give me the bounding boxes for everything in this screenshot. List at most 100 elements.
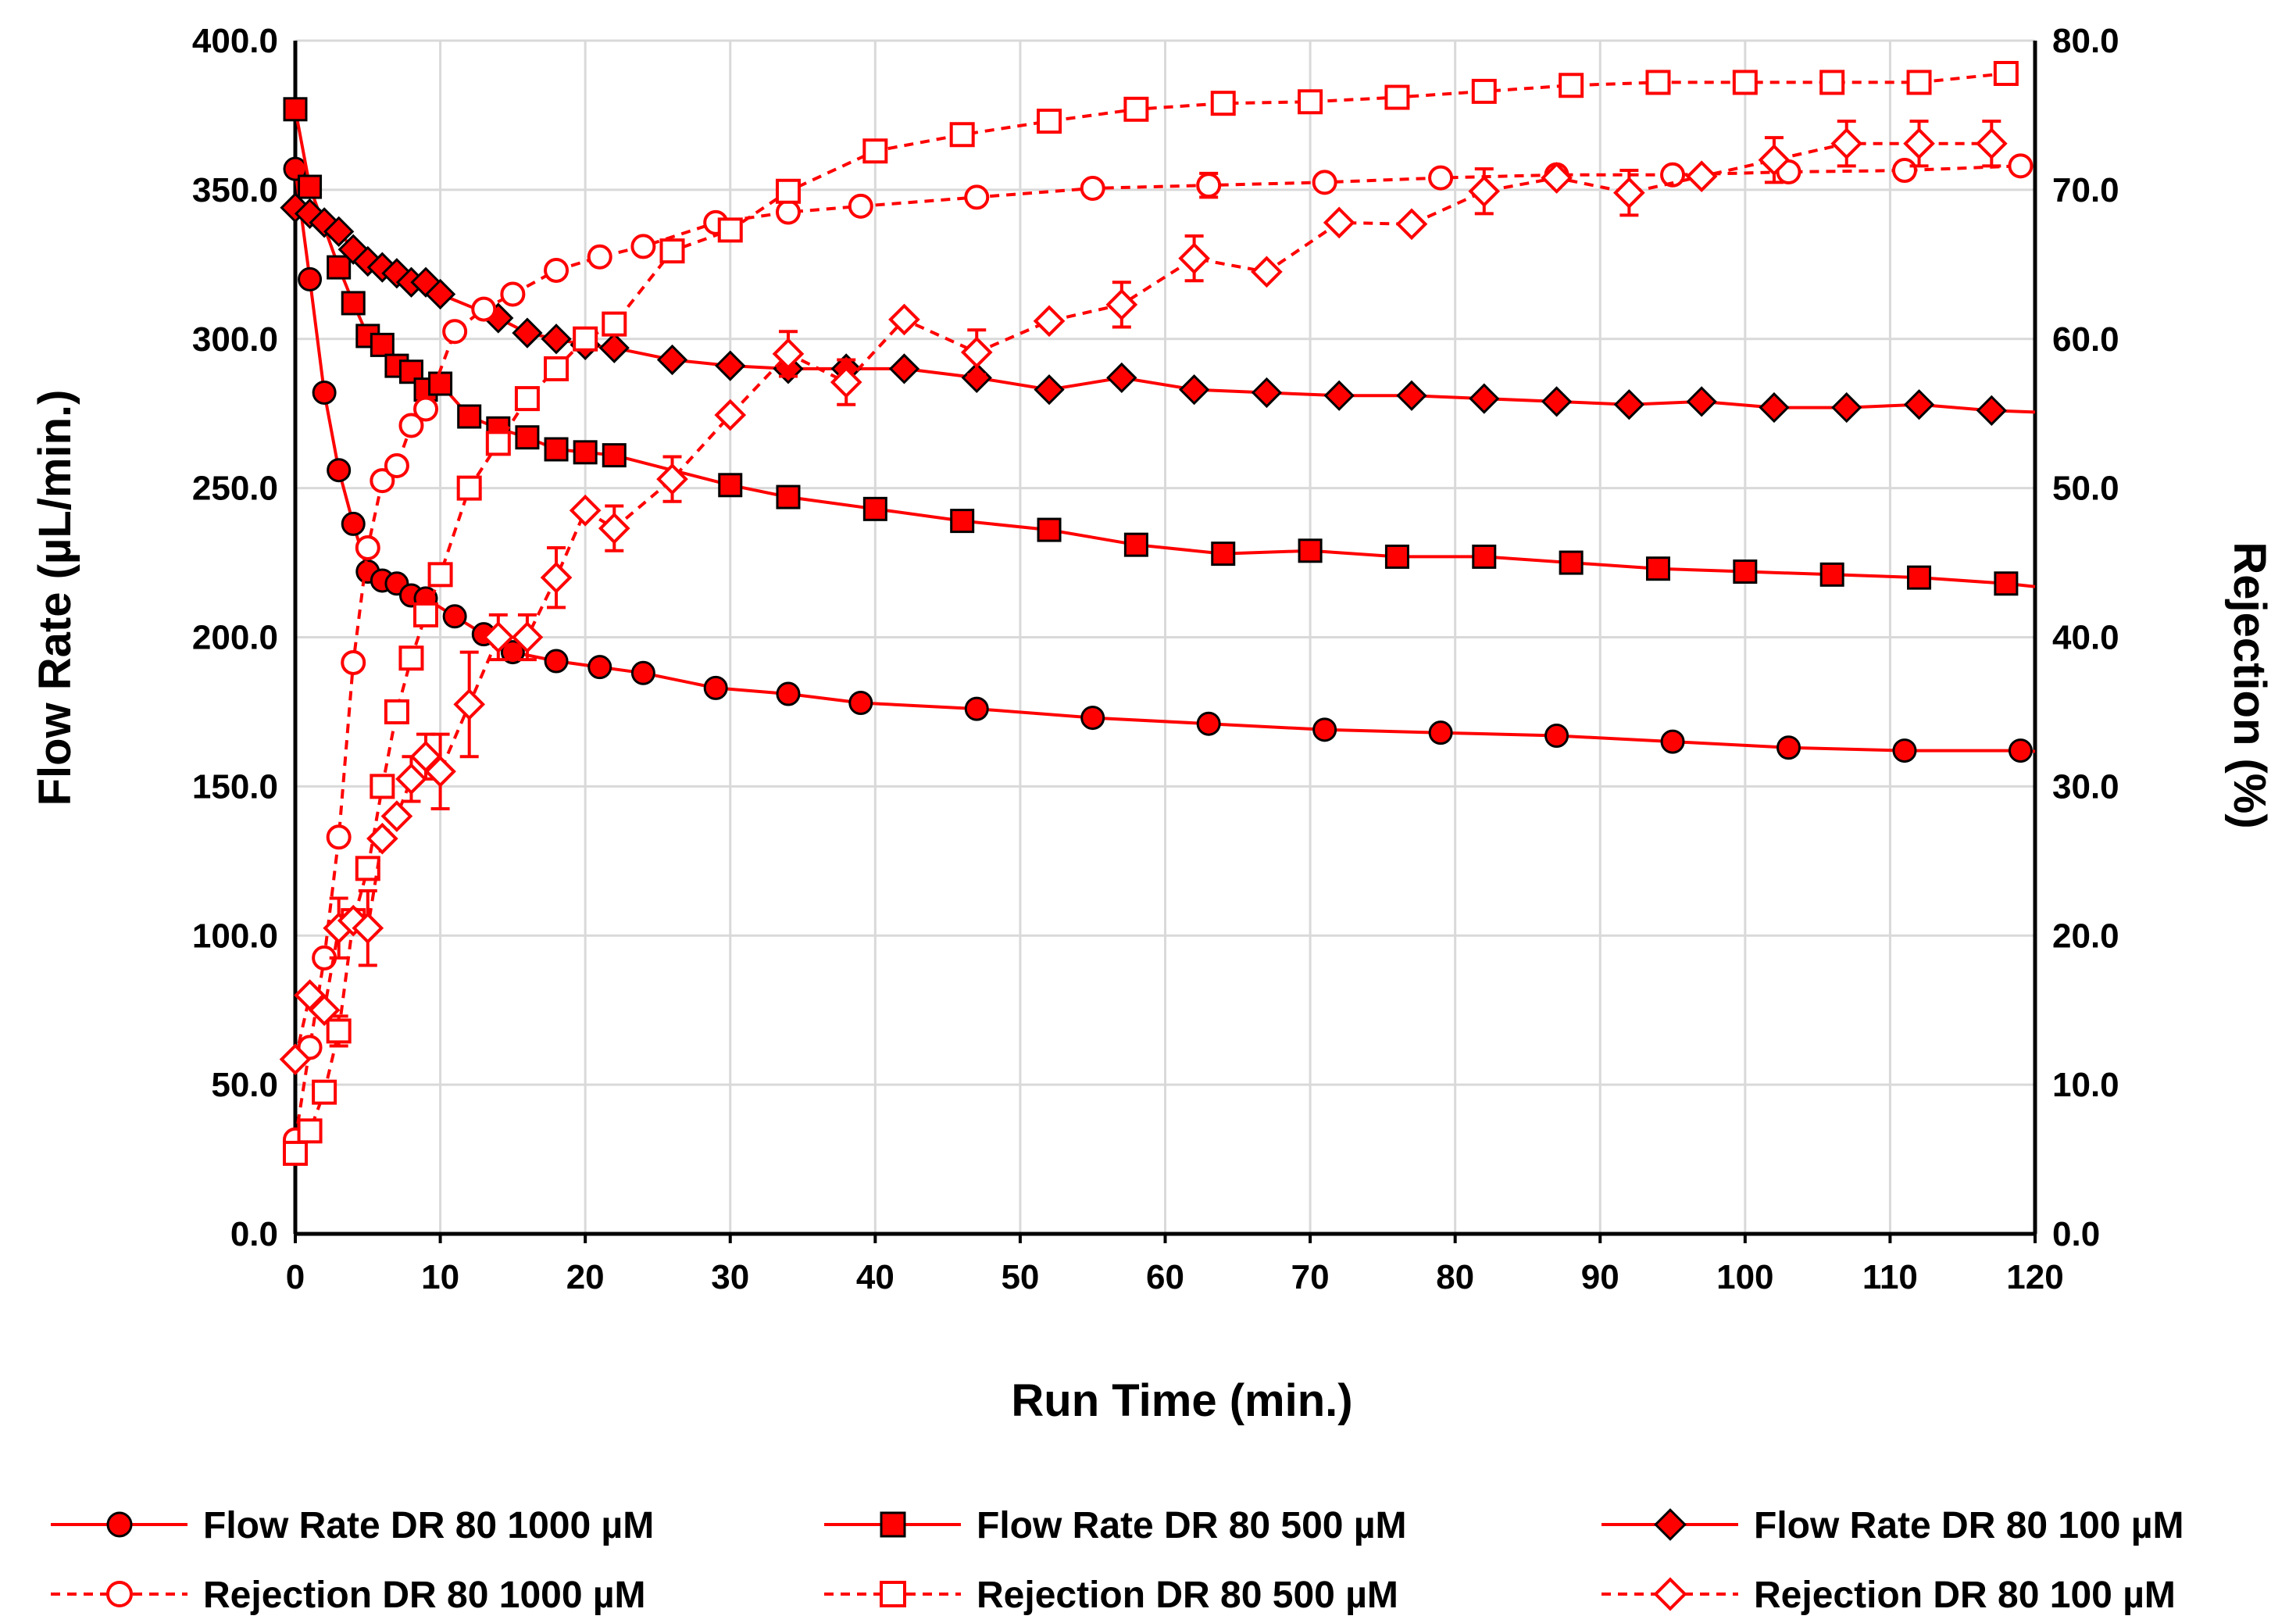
legend-item: Rejection DR 80 500 µM <box>824 1575 1398 1616</box>
legend-marker <box>1653 1577 1687 1611</box>
data-point <box>1613 389 1644 420</box>
data-point <box>541 324 572 355</box>
data-point <box>312 1079 337 1105</box>
data-point <box>598 332 630 363</box>
data-point <box>442 604 467 629</box>
data-point <box>960 336 993 369</box>
data-point <box>352 912 384 945</box>
data-point <box>1541 162 1573 194</box>
data-point <box>471 296 497 322</box>
data-point <box>398 413 424 438</box>
legend-marker <box>106 1511 133 1538</box>
data-point <box>587 655 612 680</box>
y-right-tick-label: 70.0 <box>2052 171 2119 209</box>
data-point <box>283 1140 308 1166</box>
gridlines <box>294 39 2037 1235</box>
y-left-tick-label: 100.0 <box>192 917 278 955</box>
x-tick-label: 50 <box>1001 1258 1039 1296</box>
data-point <box>482 621 515 653</box>
data-point <box>485 431 511 456</box>
data-point <box>298 174 323 199</box>
data-point <box>283 97 308 122</box>
legend-item: Flow Rate DR 80 1000 µM <box>51 1505 654 1546</box>
x-tick-label: 20 <box>566 1258 605 1296</box>
data-point <box>427 562 453 588</box>
data-point <box>453 688 486 720</box>
data-point <box>888 303 920 336</box>
data-point <box>1428 165 1454 191</box>
legend-label: Rejection DR 80 100 µM <box>1754 1575 2176 1616</box>
legend-label: Rejection DR 80 1000 µM <box>203 1575 646 1616</box>
y-left-tick-label: 50.0 <box>211 1066 278 1104</box>
data-point <box>1776 735 1801 760</box>
data-point <box>500 281 526 307</box>
data-point <box>1660 162 1686 188</box>
y-right-tick-label: 60.0 <box>2052 320 2119 359</box>
data-point <box>630 234 656 259</box>
y-right-tick-label: 80.0 <box>2052 22 2119 60</box>
data-point <box>512 317 543 349</box>
data-point <box>715 350 746 381</box>
data-point <box>384 699 409 724</box>
series-line <box>294 164 2021 1141</box>
data-point <box>714 399 747 431</box>
y-right-tick-label: 30.0 <box>2052 767 2119 806</box>
data-point <box>1994 571 2019 596</box>
legend-marker <box>880 1511 906 1538</box>
data-point <box>544 356 570 381</box>
data-point <box>1080 175 1105 201</box>
data-point <box>1759 391 1790 424</box>
legend-item: Rejection DR 80 1000 µM <box>51 1575 646 1616</box>
data-point <box>1105 288 1138 321</box>
legend-label: Rejection DR 80 500 µM <box>977 1575 1398 1616</box>
y-right-tick-label: 0.0 <box>2052 1215 2100 1253</box>
data-point <box>544 437 569 462</box>
data-point <box>717 217 743 243</box>
data-point <box>862 138 888 164</box>
legend-item: Flow Rate DR 80 500 µM <box>824 1505 1406 1546</box>
data-point <box>341 649 366 675</box>
data-point <box>1732 70 1758 95</box>
legend-item: Flow Rate DR 80 100 µM <box>1601 1505 2184 1546</box>
data-point <box>587 244 612 270</box>
data-point <box>964 184 990 210</box>
data-point <box>500 640 525 665</box>
legend-marker <box>1654 1508 1687 1541</box>
data-point <box>395 763 427 795</box>
data-point <box>1123 532 1148 557</box>
data-point <box>298 266 323 291</box>
data-point <box>413 396 439 422</box>
data-point <box>961 362 992 393</box>
data-point <box>457 404 482 429</box>
data-point <box>1819 70 1845 95</box>
y-left-tick-label: 200.0 <box>192 619 278 657</box>
legend: Flow Rate DR 80 1000 µM Flow Rate DR 80 5… <box>51 1505 2184 1616</box>
data-point <box>1903 127 1935 160</box>
x-tick-label: 120 <box>2006 1258 2063 1296</box>
tick-labels: 0 10 20 30 40 50 60 70 80 90 100 110 120 0.0 50.0 100.0… <box>192 22 2119 1296</box>
data-point <box>1037 109 1062 134</box>
data-point <box>1645 70 1671 95</box>
data-point <box>2008 738 2033 763</box>
data-point <box>1471 78 1497 104</box>
data-point <box>1541 386 1573 417</box>
data-point <box>544 257 570 283</box>
series-4 <box>283 153 2034 1153</box>
data-point <box>1178 374 1210 406</box>
data-point <box>514 386 540 412</box>
data-point <box>297 1118 323 1144</box>
y-right-tick-label: 40.0 <box>2052 619 2119 657</box>
y-axis-left-title: Flow Rate (µL/min.) <box>30 390 80 806</box>
data-point <box>341 291 366 316</box>
data-point <box>718 473 743 498</box>
data-point <box>398 645 424 671</box>
data-point <box>1830 127 1863 160</box>
data-point <box>659 238 685 264</box>
data-point <box>312 380 337 405</box>
data-point <box>1686 386 1717 417</box>
legend-label: Flow Rate DR 80 1000 µM <box>203 1505 654 1546</box>
data-point <box>602 311 627 337</box>
data-point <box>327 458 352 483</box>
x-tick-label: 90 <box>1581 1258 1619 1296</box>
data-point <box>370 332 395 357</box>
